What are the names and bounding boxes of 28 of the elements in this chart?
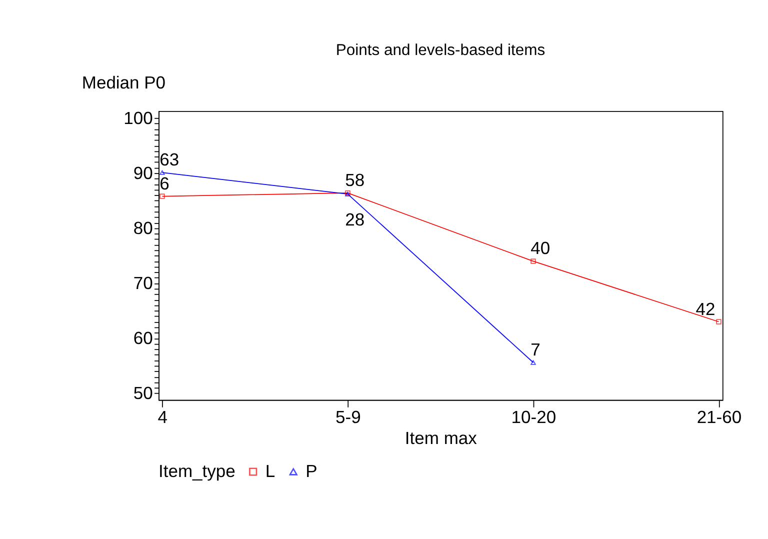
y-tick-label: 90 [133,162,154,183]
point [160,170,165,175]
legend-label: P [306,460,318,481]
x-tick-label: 10-20 [511,407,556,428]
x-tick-label: 5-9 [336,407,361,428]
y-tick-label: 100 [124,108,154,128]
point [530,360,536,365]
annotation: 42 [696,298,716,319]
point [716,319,722,324]
annotation: 6 [160,173,170,194]
x-axis-title: Item max [404,428,478,448]
annotation: 28 [345,210,365,230]
legend-title: Item_type [158,460,236,481]
y-tick-label: 70 [133,272,154,293]
y-axis-title: Median P0 [82,72,166,93]
y-tick-label: 80 [133,218,154,238]
y-tick-label: 60 [133,328,154,348]
legend-label: L [265,460,276,481]
annotation: 63 [160,150,180,170]
x-tick-label: 21-60 [696,407,742,428]
point [530,258,536,264]
y-tick-label: 50 [133,383,154,404]
point [160,194,165,199]
annotation: 7 [530,339,540,360]
x-tick-label: 4 [158,407,168,428]
chart-title: Points and levels-based items [336,42,546,59]
annotation: 40 [530,238,550,258]
annotation: 58 [345,170,365,190]
